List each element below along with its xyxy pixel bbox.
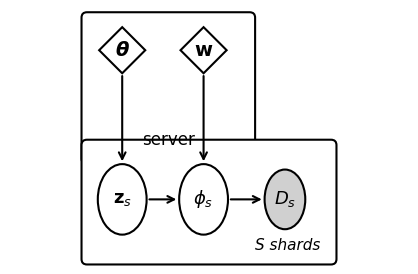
Text: S shards: S shards bbox=[255, 238, 320, 253]
Ellipse shape bbox=[265, 170, 305, 229]
Ellipse shape bbox=[98, 164, 147, 235]
Text: $\phi_s$: $\phi_s$ bbox=[194, 189, 214, 210]
Text: $D_s$: $D_s$ bbox=[274, 189, 296, 209]
Ellipse shape bbox=[179, 164, 228, 235]
Text: $\boldsymbol{\theta}$: $\boldsymbol{\theta}$ bbox=[115, 41, 130, 60]
Polygon shape bbox=[181, 27, 227, 73]
Text: server: server bbox=[142, 131, 195, 149]
FancyBboxPatch shape bbox=[82, 12, 255, 164]
FancyBboxPatch shape bbox=[82, 140, 336, 264]
Text: $\mathbf{w}$: $\mathbf{w}$ bbox=[194, 41, 213, 60]
Text: $\mathbf{z}_s$: $\mathbf{z}_s$ bbox=[113, 190, 132, 209]
Polygon shape bbox=[99, 27, 145, 73]
